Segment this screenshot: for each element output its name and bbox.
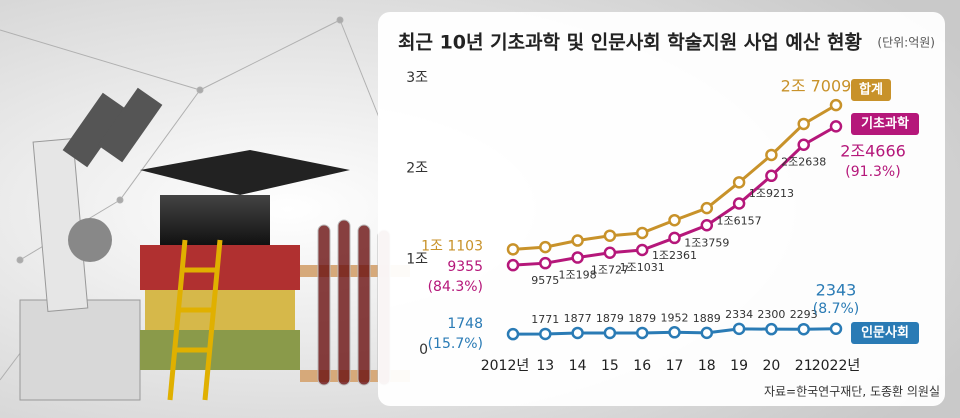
value-label: 1879 [628,312,656,325]
data-point [732,197,746,210]
data-point [635,326,649,340]
data-point [506,243,520,256]
share-label: (15.7%) [428,336,483,352]
data-point [539,256,552,270]
data-point [603,229,617,242]
y-tick-label: 2조 [406,161,428,177]
data-point [635,243,649,257]
data-point [765,148,778,162]
value-label: 1877 [564,312,592,325]
data-point [571,251,584,264]
value-label: 1조9213 [749,187,794,200]
chart-title: 최근 10년 기초과학 및 인문사회 학술지원 사업 예산 현황 [398,31,862,54]
data-point [571,326,584,340]
data-point [668,326,681,339]
data-point [506,258,520,272]
x-tick-label: 2012년 [481,358,530,374]
data-point [700,219,714,232]
x-tick-label: 19 [730,358,748,374]
unit-note: (단위:억원) [877,36,935,50]
data-point [829,322,843,336]
value-label: 1조6157 [717,215,762,228]
value-label: 1조1031 [620,261,665,274]
x-tick-label: 15 [601,358,619,374]
data-point [829,120,843,133]
y-tick-label: 0 [419,342,428,358]
x-tick-label: 16 [633,358,651,374]
value-label: 9575 [531,274,559,287]
data-point [539,240,552,254]
legend-box [851,113,919,135]
data-point [797,322,810,336]
data-point [732,322,746,336]
data-point [635,226,649,240]
data-point [765,322,778,336]
value-label: 2조2638 [781,156,826,169]
value-label: 2334 [725,308,753,321]
data-point [700,201,714,215]
value-label: 2300 [757,308,785,321]
legend-label: 기초과학 [861,116,909,132]
value-label: 1조2361 [652,249,697,262]
value-label: 2조 7009 [781,77,852,96]
data-point [506,327,520,341]
share-label: (91.3%) [845,164,900,180]
data-point [603,246,617,259]
x-tick-label: 21 [795,358,813,374]
data-point [829,98,843,112]
legend-box [851,79,891,101]
data-point [732,176,746,189]
y-tick-label: 3조 [406,70,428,86]
value-label: 1952 [661,311,689,324]
x-tick-label: 2022년 [812,358,861,374]
value-label: 9355 [447,259,483,275]
value-label: 2조4666 [840,142,906,161]
data-point [603,326,617,340]
x-tick-label: 18 [698,358,716,374]
data-point [668,213,681,227]
legend-label: 인문사회 [861,325,909,341]
value-label: 1748 [447,316,483,332]
share-label: (8.7%) [813,301,860,317]
legend-label: 합계 [859,82,883,98]
y-tick-label: 1조 [406,251,428,267]
data-point [797,138,810,151]
x-tick-label: 17 [666,358,684,374]
value-label: 1조727 [591,264,629,277]
source: 자료=한국연구재단, 도종환 의원실 [764,385,940,399]
data-point [539,327,552,341]
data-point [571,234,584,247]
data-point [668,231,681,245]
data-point [700,326,714,340]
illustration [19,87,410,401]
value-label: 1771 [531,313,559,326]
share-label: (84.3%) [428,279,483,295]
chart-panel [378,12,945,406]
legend-box [851,322,919,344]
x-tick-label: 20 [762,358,780,374]
data-point [765,169,778,183]
value-label: 2293 [790,308,818,321]
value-label: 1조 1103 [421,238,483,254]
value-label: 1889 [693,312,721,325]
value-label: 1조3759 [684,236,729,249]
value-label: 2343 [816,280,857,299]
data-point [797,117,810,131]
x-tick-label: 14 [569,358,587,374]
value-label: 1조198 [559,269,597,282]
x-tick-label: 13 [536,358,554,374]
value-label: 1879 [596,312,624,325]
network-decoration [0,16,381,381]
